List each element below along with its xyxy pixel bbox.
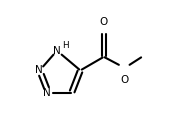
Text: N: N [53,46,61,56]
Text: O: O [100,17,108,27]
Text: N: N [35,65,42,75]
Text: N: N [43,88,51,98]
Text: H: H [62,41,68,50]
Text: O: O [121,75,129,85]
